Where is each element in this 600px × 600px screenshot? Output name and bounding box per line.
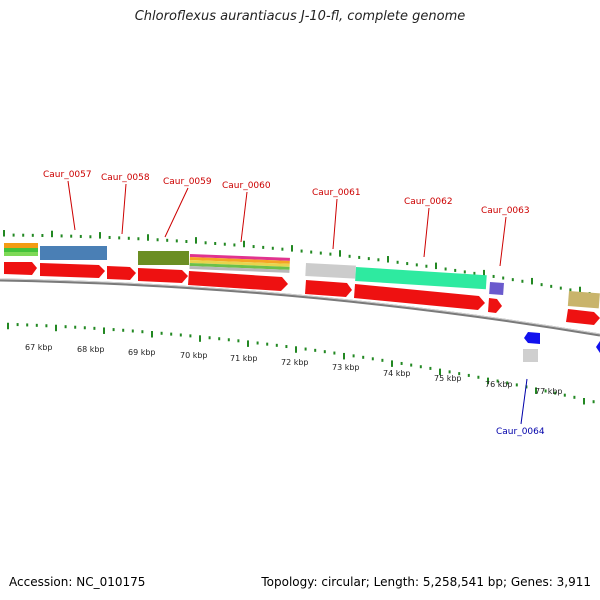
gene-label-leader <box>332 198 338 250</box>
map-title: Chloroflexus aurantiacus J-10-fl, comple… <box>134 9 466 24</box>
feature-bar-0057-orange <box>4 243 38 248</box>
gene-label-leader <box>423 207 430 258</box>
cds-arrow-0058b <box>107 266 136 280</box>
chromosome-backbone <box>0 278 600 337</box>
feature-bar-0060-magenta <box>189 254 290 261</box>
gene-label[interactable]: Caur_0057 <box>43 170 92 180</box>
cds-arrow-0063 <box>488 298 502 313</box>
gene-label-leader <box>520 378 528 425</box>
kbp-tick-label: 71 kbp <box>230 354 258 363</box>
cds-arrow-0062 <box>354 284 485 310</box>
cds-arrow-0057 <box>4 262 37 275</box>
cds-arrow-0058 <box>40 263 105 278</box>
accession-label: Accession: NC_010175 <box>9 575 146 589</box>
feature-bar-0060-grey <box>189 265 290 273</box>
chromosome-backbone-highlight <box>0 278 600 335</box>
kbp-tick-label: 76 kbp <box>485 380 513 389</box>
cds-arrow-0059 <box>138 268 188 283</box>
cds-arrow-0064 <box>524 332 540 344</box>
kbp-tick-label: 77 kbp <box>535 387 563 396</box>
kbp-tick-label: 72 kbp <box>281 358 309 367</box>
gene-label[interactable]: Caur_0064 <box>496 427 545 437</box>
gene-label[interactable]: Caur_0063 <box>481 206 530 216</box>
gene-label-leader <box>164 187 189 238</box>
upper-scale-track <box>3 230 591 296</box>
kbp-tick-label: 68 kbp <box>77 345 105 354</box>
kbp-tick-label: 75 kbp <box>434 374 462 383</box>
feature-bar-0057-lime <box>4 252 38 256</box>
gene-label-leader <box>499 216 507 267</box>
cds-arrow-right-edge <box>596 341 600 353</box>
genome-summary-label: Topology: circular; Length: 5,258,541 bp… <box>261 575 591 589</box>
reverse-cds-track <box>523 332 600 362</box>
feature-bar-0061-grey <box>305 263 356 279</box>
cds-arrow-0060 <box>188 271 288 291</box>
gene-label[interactable]: Caur_0059 <box>163 177 212 187</box>
lower-scale-track <box>7 322 595 405</box>
feature-bar-0058-blue <box>40 246 107 260</box>
kbp-tick-label: 73 kbp <box>332 363 360 372</box>
feature-bar-khaki <box>567 291 600 309</box>
cds-arrow-khaki <box>566 309 600 325</box>
gene-label-leader <box>121 183 127 235</box>
kbp-tick-label: 67 kbp <box>25 343 53 352</box>
kbp-tick-label: 70 kbp <box>180 351 208 360</box>
feature-bar-0059-olive <box>138 251 189 265</box>
gene-label-leader <box>240 191 248 243</box>
kbp-axis-labels: 67 kbp 68 kbp 69 kbp 70 kbp 71 kbp 72 kbp 73 k… <box>25 343 563 396</box>
kbp-tick-label: 69 kbp <box>128 348 156 357</box>
gene-label[interactable]: Caur_0058 <box>101 173 150 183</box>
feature-bar-0063-purple <box>489 282 504 295</box>
gene-label[interactable]: Caur_0060 <box>222 181 271 191</box>
feature-bar-0064-grey <box>523 349 538 362</box>
gene-label[interactable]: Caur_0061 <box>312 188 361 198</box>
feature-bar-0060-green <box>189 262 290 270</box>
gene-label[interactable]: Caur_0062 <box>404 197 453 207</box>
gene-label-callouts: Caur_0057 Caur_0058 Caur_0059 Caur_0060 Caur… <box>43 170 545 437</box>
forward-cds-track <box>4 262 600 325</box>
kbp-tick-label: 74 kbp <box>383 369 411 378</box>
feature-bar-0062-green <box>355 266 487 290</box>
feature-bars <box>4 243 600 309</box>
feature-bar-0057-green <box>4 248 38 252</box>
gene-label-leader <box>67 180 76 231</box>
feature-bar-0060-orange <box>189 256 290 264</box>
cds-arrow-0061 <box>305 280 352 297</box>
feature-bar-0060-yellow <box>189 259 290 267</box>
